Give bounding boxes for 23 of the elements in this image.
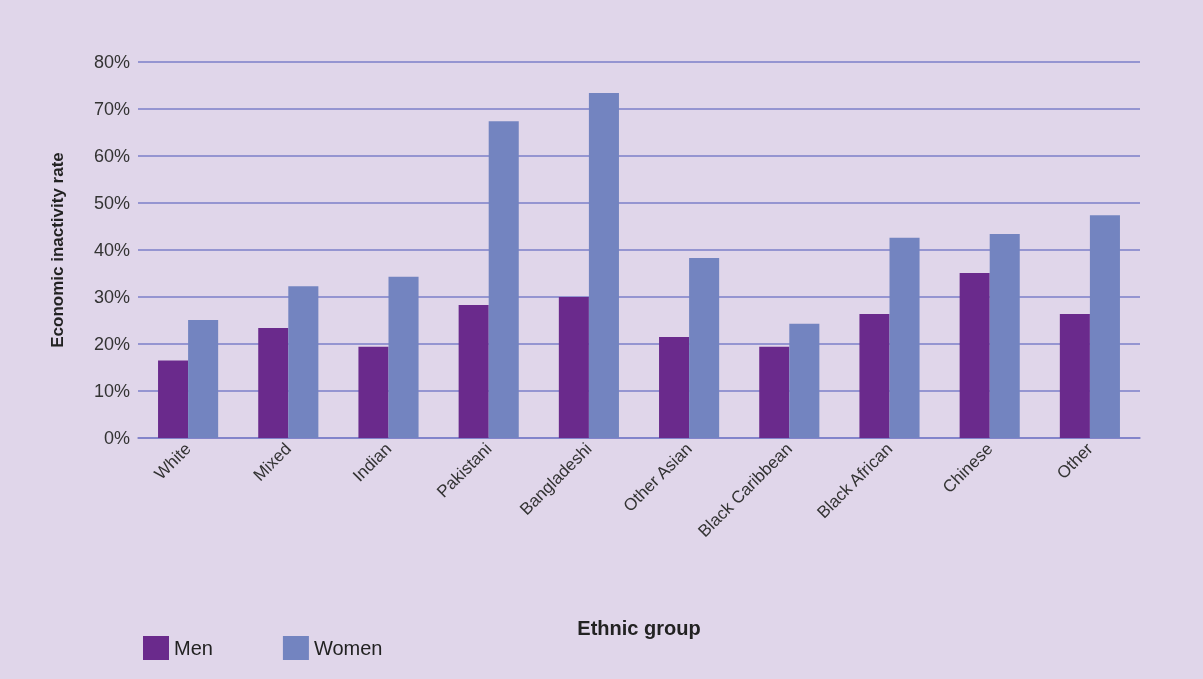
legend-label: Men <box>174 637 213 659</box>
x-axis-title: Ethnic group <box>577 617 701 639</box>
bar <box>1059 313 1090 438</box>
y-tick-label: 30% <box>93 287 130 307</box>
bar <box>258 328 289 438</box>
y-tick-label: 40% <box>93 240 130 260</box>
bar <box>659 336 690 438</box>
bar <box>959 273 990 438</box>
y-tick-label: 50% <box>93 193 130 213</box>
y-tick-label: 70% <box>93 99 130 119</box>
legend-label: Women <box>313 637 383 659</box>
y-tick-label: 20% <box>93 334 130 354</box>
bar <box>759 346 790 438</box>
bar <box>158 360 189 438</box>
y-tick-label: 60% <box>93 146 130 166</box>
y-axis-title: Economic inactivity rate <box>48 152 67 348</box>
bar <box>458 304 489 438</box>
y-tick-label: 0% <box>103 428 130 448</box>
y-tick-label: 10% <box>93 381 130 401</box>
bar <box>558 297 589 438</box>
bar <box>859 313 890 438</box>
y-tick-label: 80% <box>93 52 130 72</box>
bar <box>358 346 389 438</box>
